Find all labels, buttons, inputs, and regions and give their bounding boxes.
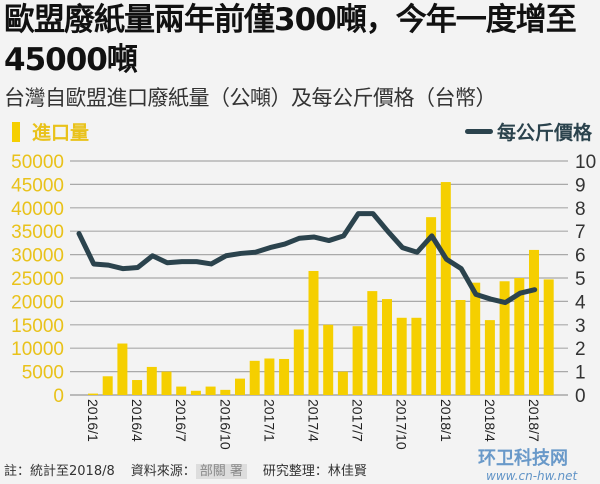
y-right-tick-label: 3 [575,316,586,337]
x-tick-label: 2017/10 [394,399,410,450]
y-left-tick-label: 45000 [11,175,64,196]
legend-item-import: 進口量 [12,118,89,145]
watermark-url: www.cn-hw.net [486,469,578,483]
bar [190,390,201,395]
bar [484,320,495,395]
bar [176,386,187,395]
x-tick-label: 2016/7 [173,399,189,442]
x-tick-label: 2017/4 [306,399,322,442]
bar [264,358,275,395]
bar [161,371,172,395]
bar [440,182,451,395]
x-tick-label: 2018/1 [438,399,454,442]
y-left-tick-label: 5000 [22,363,64,384]
bar [411,317,422,395]
bar [470,282,481,395]
bar [352,326,363,395]
bar [514,278,525,395]
footer-research: 研究整理：林佳賢 [262,464,367,479]
bar [337,371,348,395]
y-left-tick-label: 0 [53,386,64,407]
x-tick-label: 2016/1 [85,399,101,442]
price-line [76,211,538,306]
y-left-tick-label: 10000 [11,339,64,360]
bar [132,380,143,395]
bar [426,217,437,395]
y-right-tick-label: 9 [575,175,586,196]
watermark-name: 环卫科技网 [478,448,568,469]
y-right-tick-label: 2 [575,339,586,360]
bar [249,360,260,395]
y-right-tick-label: 8 [575,199,586,220]
bar [455,299,466,395]
bar [367,291,378,395]
bar [543,279,554,395]
bar [102,376,113,395]
bar [323,324,334,395]
bar [499,281,510,395]
bar [88,393,98,395]
y-left-tick-label: 20000 [11,292,64,313]
chart-title: 歐盟廢紙量兩年前僅300噸，今年一度增至45000噸 [4,2,577,78]
x-tick-label: 2016/10 [217,399,233,450]
bar [146,366,157,395]
bar [529,249,539,395]
y-right-tick-label: 6 [575,246,586,267]
legend-label: 每公斤價格 [496,122,592,144]
y-right-tick-label: 10 [575,152,596,173]
bar [382,299,392,395]
footer-note: 註：統計至2018/8 [4,464,115,479]
y-left-tick-label: 25000 [11,269,64,290]
bar [279,358,290,395]
y-right-tick-label: 1 [575,363,586,384]
x-tick-label: 2017/7 [350,399,366,442]
y-left-tick-label: 15000 [11,316,64,337]
source-label: 資料來源： [130,464,196,479]
y-left-tick-label: 50000 [11,152,64,173]
y-right-tick-label: 5 [575,269,586,290]
footer: 註：統計至2018/8 資料來源： 部關 署 研究整理：林佳賢 [4,460,367,479]
x-tick-label: 2018/4 [482,399,498,442]
footer-source: 資料來源： 部關 署 [131,460,247,479]
bar [235,378,245,395]
bar [205,386,216,395]
y-right-tick-label: 7 [575,222,586,243]
bar [396,317,407,395]
y-right-tick-label: 4 [575,292,586,313]
y-left-tick-label: 40000 [11,199,64,220]
x-tick-label: 2016/4 [129,399,145,442]
x-tick-label: 2017/1 [261,399,277,442]
y-right-tick-label: 0 [575,386,586,407]
bar [117,343,128,395]
legend-swatch-bar [12,121,20,142]
y-left-tick-label: 30000 [11,246,64,267]
source-visible-text: 部關 署 [195,464,247,479]
legend-label: 進口量 [32,122,90,144]
legend-item-price: 每公斤價格 [464,118,592,145]
bar [293,329,304,395]
bar [220,389,231,395]
x-tick-label: 2018/7 [526,399,542,442]
chart-subtitle: 台灣自歐盟進口廢紙量（公噸）及每公斤價格（台幣） [4,86,497,110]
bar [308,270,319,395]
legend-swatch-line [464,129,493,134]
y-left-tick-label: 35000 [11,222,64,243]
